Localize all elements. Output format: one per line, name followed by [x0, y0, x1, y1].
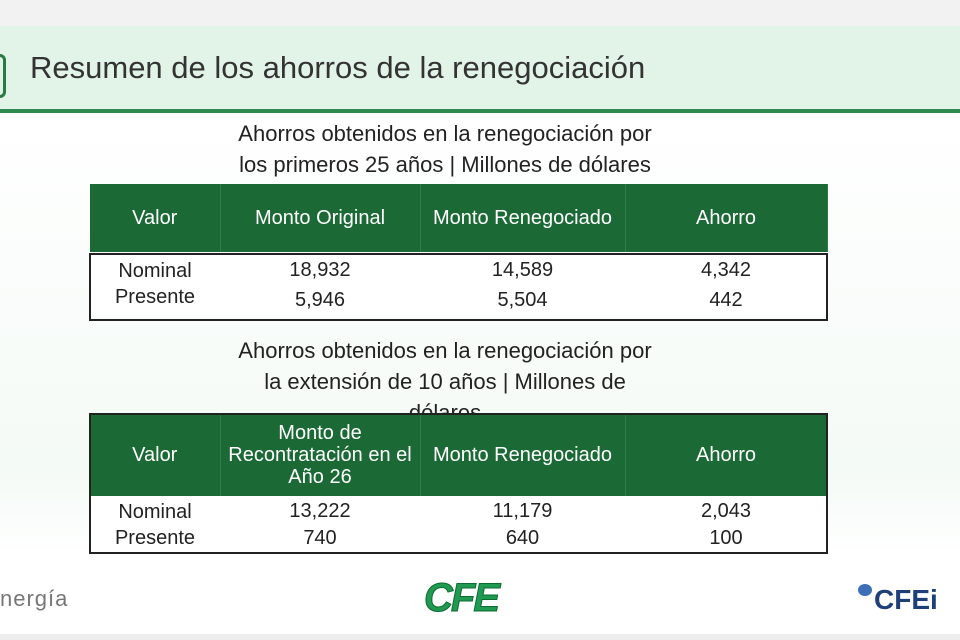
table-row: Nominal 18,932 14,589 4,342: [90, 256, 827, 284]
cell: 13,222: [289, 499, 351, 522]
cell: 4,342: [700, 259, 752, 281]
col-header: Monto Original: [220, 184, 421, 252]
cell: 740: [303, 527, 337, 549]
cfei-mark-icon: [858, 584, 872, 596]
section1-subtitle: Ahorros obtenidos en la renegociación po…: [130, 118, 760, 180]
savings-table-25-years: Valor Monto Original Monto Renegociado A…: [90, 184, 828, 316]
cell: 442: [709, 289, 743, 311]
col-header: Monto Renegociado: [420, 414, 626, 496]
col-header: Monto de Recontratación en el Año 26: [220, 414, 421, 496]
cell: Nominal: [118, 260, 192, 282]
cell: Nominal: [118, 501, 192, 523]
cell: 2,043: [700, 499, 752, 522]
energia-logo: nergía: [0, 586, 69, 611]
cell: 5,946: [294, 289, 346, 311]
header-accent: [0, 54, 6, 98]
subtitle-line: la extensión de 10 años | Millones de: [264, 369, 626, 394]
table-row: Nominal 13,222 11,179 2,043: [90, 496, 827, 525]
cell: 11,179: [492, 499, 553, 522]
top-band: [0, 0, 960, 26]
cell: 14,589: [491, 259, 554, 281]
cfei-logo: CFEi: [858, 584, 938, 616]
col-header: Ahorro: [625, 414, 828, 496]
subtitle-line: Ahorros obtenidos en la renegociación po…: [238, 338, 652, 363]
table-row: Presente 5,946 5,504 442: [90, 284, 827, 316]
cell: 640: [505, 527, 540, 549]
slide-header: Resumen de los ahorros de la renegociaci…: [0, 26, 960, 113]
footer: nergía CFE CFEi: [0, 560, 960, 640]
col-header: Ahorro: [625, 184, 828, 252]
cell: Presente: [114, 286, 196, 308]
subtitle-line: Ahorros obtenidos en la renegociación po…: [238, 121, 652, 146]
col-header: Monto Renegociado: [420, 184, 626, 252]
table-row: Presente 740 640 100: [90, 525, 827, 551]
cell: Presente: [114, 527, 196, 549]
cell: 5,504: [497, 289, 548, 311]
cfei-text: CFEi: [874, 584, 938, 615]
col-header: Valor: [90, 184, 221, 252]
cell: 18,932: [289, 259, 351, 281]
savings-table-10-year-extension: Valor Monto de Recontratación en el Año …: [90, 414, 828, 551]
cfe-logo: CFE: [424, 576, 501, 621]
slide-title: Resumen de los ahorros de la renegociaci…: [30, 50, 646, 85]
subtitle-line: los primeros 25 años | Millones de dólar…: [239, 152, 651, 177]
col-header: Valor: [90, 414, 221, 496]
cell: 100: [709, 527, 743, 549]
